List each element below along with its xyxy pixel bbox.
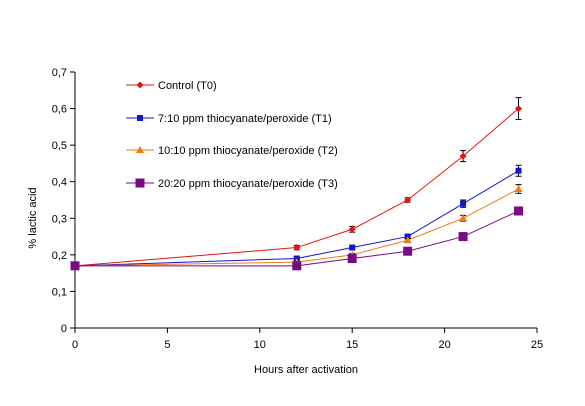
- data-point-diamond: [293, 244, 301, 252]
- data-point-square: [403, 246, 413, 256]
- data-point-square: [460, 200, 467, 207]
- data-point-diamond: [515, 105, 523, 113]
- legend-label: 20:20 ppm thiocyanate/peroxide (T3): [158, 178, 338, 190]
- legend-item: Control (T0): [126, 80, 217, 92]
- y-tick-label: 0,2: [52, 250, 67, 262]
- data-point-square: [70, 261, 80, 271]
- data-point-square: [458, 232, 468, 242]
- series-line: [75, 210, 519, 267]
- data-point-square: [135, 178, 145, 188]
- legend-item: 20:20 ppm thiocyanate/peroxide (T3): [126, 178, 338, 190]
- x-tick-label: 20: [438, 339, 450, 351]
- x-tick-label: 15: [346, 339, 358, 351]
- legend-label: Control (T0): [158, 80, 217, 92]
- data-point-diamond: [348, 225, 356, 233]
- y-tick-label: 0,3: [52, 213, 67, 225]
- series-line: [74, 170, 519, 267]
- legend-label: 10:10 ppm thiocyanate/peroxide (T2): [158, 145, 338, 157]
- data-point-square: [514, 206, 524, 216]
- data-point-triangle: [136, 146, 144, 153]
- data-point-square: [292, 261, 302, 271]
- data-point-diamond: [136, 81, 144, 89]
- series-line: [74, 108, 519, 267]
- y-tick-label: 0: [61, 323, 67, 335]
- y-tick-label: 0,1: [52, 286, 67, 298]
- data-point-square: [349, 244, 356, 251]
- y-tick-label: 0,6: [52, 104, 67, 116]
- data-point-triangle: [459, 214, 468, 222]
- data-point-square: [515, 167, 522, 174]
- axes: 0 0,1 0,2 0,3 0,4 0,5 0,6 0,7 0 5 10 15 20 25: [52, 67, 543, 351]
- y-tick-label: 0,5: [52, 140, 67, 152]
- y-tick-label: 0,7: [52, 67, 67, 79]
- x-tick-label: 5: [164, 339, 170, 351]
- data-point-triangle: [514, 185, 523, 193]
- data-point-triangle: [403, 236, 412, 244]
- y-axis-label: % lactic acid: [27, 187, 39, 248]
- data-point-diamond: [459, 152, 467, 160]
- legend-item: 7:10 ppm thiocyanate/peroxide (T1): [126, 113, 332, 125]
- data-point-square: [137, 115, 143, 121]
- x-tick-label: 10: [254, 339, 266, 351]
- legend: Control (T0) 7:10 ppm thiocyanate/peroxid…: [126, 80, 338, 190]
- x-tick-label: 0: [72, 339, 78, 351]
- y-tick-label: 0,4: [52, 177, 67, 189]
- series-line: [74, 188, 519, 267]
- data-point-diamond: [404, 196, 412, 204]
- series-3: [70, 206, 524, 271]
- series-layer: [70, 97, 524, 271]
- x-axis-label: Hours after activation: [254, 364, 358, 376]
- legend-item: 10:10 ppm thiocyanate/peroxide (T2): [126, 145, 338, 157]
- x-tick-label: 25: [531, 339, 543, 351]
- data-point-square: [347, 254, 357, 264]
- legend-label: 7:10 ppm thiocyanate/peroxide (T1): [158, 113, 332, 125]
